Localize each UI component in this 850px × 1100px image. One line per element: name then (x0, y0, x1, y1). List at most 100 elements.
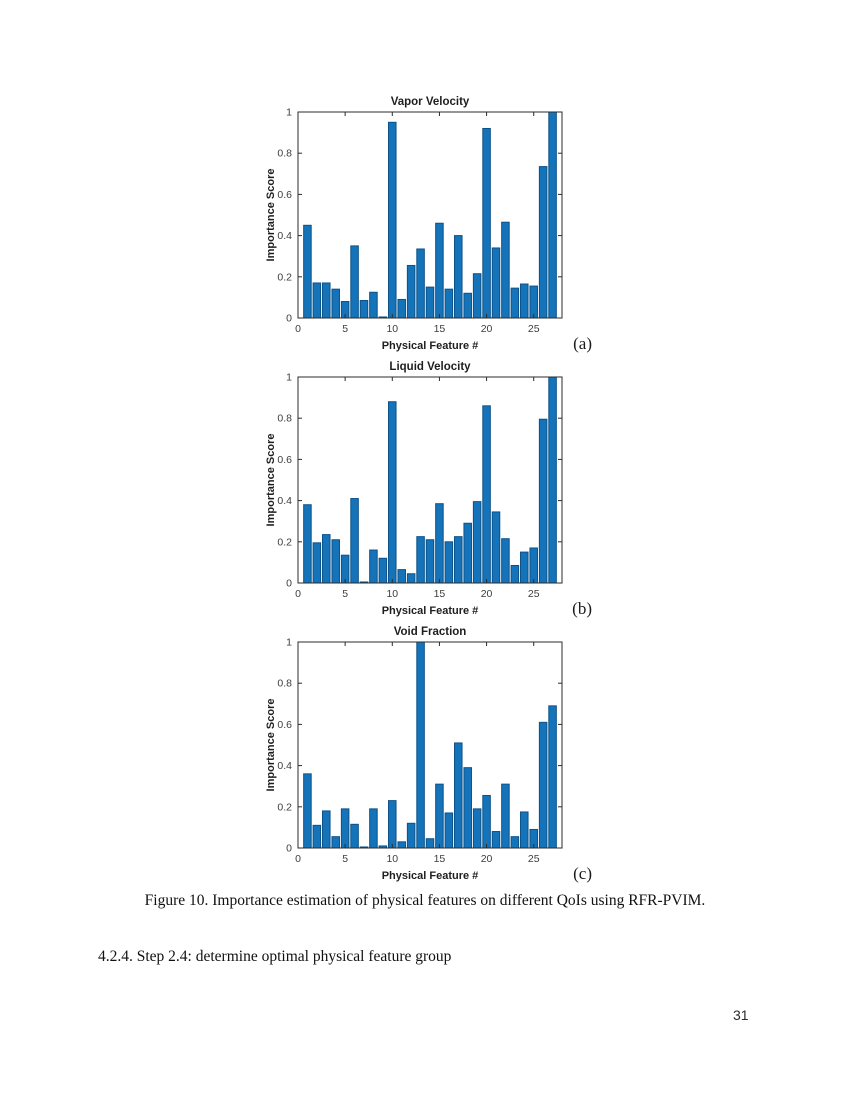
bar-feature-21 (491, 247, 501, 319)
page-number: 31 (733, 1007, 749, 1023)
bar-feature-13 (416, 536, 425, 584)
y-tick-label: 1 (286, 637, 292, 649)
x-tick-label: 20 (481, 853, 493, 865)
bar-feature-26 (538, 721, 548, 849)
bar-feature-21 (491, 511, 501, 584)
axes-box (297, 376, 563, 584)
bar-feature-10 (388, 401, 397, 584)
bar-feature-2 (312, 824, 322, 849)
bar-feature-11 (397, 298, 406, 319)
x-tick-label: 25 (528, 853, 540, 865)
bar-feature-12 (406, 264, 416, 319)
bar-chart-canvas-a: 0 5 10 15 20 25 0 0.2 0.4 0.6 0.8 1 Vapor Velocity Ph… (265, 96, 563, 352)
x-axis-label: Physical Feature # (382, 605, 479, 617)
y-tick-label: 0 (286, 313, 292, 325)
bar-feature-19 (472, 501, 482, 584)
x-tick-label: 25 (528, 323, 540, 335)
x-tick-label: 25 (528, 588, 540, 600)
bar-feature-23 (510, 836, 520, 849)
bar-feature-3 (322, 810, 331, 849)
y-tick-label: 0.4 (277, 495, 292, 507)
x-tick-label: 15 (434, 853, 446, 865)
bar-feature-10 (388, 800, 397, 849)
bar-feature-1 (303, 504, 312, 584)
bar-feature-1 (303, 224, 312, 319)
y-tick-label: 0.4 (277, 230, 292, 242)
x-tick-label: 20 (481, 323, 493, 335)
panel-label-c: (c) (573, 864, 592, 883)
bar-feature-20 (482, 794, 491, 849)
bar-feature-16 (444, 541, 454, 584)
bar-feature-7 (359, 299, 369, 319)
bar-feature-14 (425, 539, 435, 584)
y-tick-label: 0.4 (277, 760, 292, 772)
panel-label-a: (a) (573, 334, 592, 353)
panel-label-b: (b) (572, 599, 592, 618)
x-tick-label: 15 (434, 588, 446, 600)
bar-feature-12 (406, 573, 416, 584)
chart-void-fraction: 0 5 10 15 20 25 0 0.2 0.4 0.6 0.8 1 Void Fraction Phy… (264, 622, 596, 884)
bar-feature-14 (425, 838, 435, 849)
bar-feature-26 (538, 418, 548, 584)
bar-feature-16 (444, 288, 454, 319)
bar-feature-27 (548, 111, 557, 319)
bar-feature-8 (369, 549, 378, 584)
bar-feature-23 (510, 287, 520, 319)
bar-feature-26 (538, 166, 548, 319)
y-tick-label: 0 (286, 578, 292, 590)
chart-vapor-velocity: 0 5 10 15 20 25 0 0.2 0.4 0.6 0.8 1 Vapor Velocity Ph… (264, 92, 596, 354)
bar-feature-6 (350, 498, 359, 584)
axes-box (297, 111, 563, 319)
x-tick-label: 0 (295, 588, 301, 600)
y-tick-label: 0.8 (277, 413, 292, 425)
bar-feature-27 (548, 705, 557, 849)
y-tick-label: 0 (286, 843, 292, 855)
x-tick-label: 5 (342, 588, 348, 600)
y-tick-label: 1 (286, 372, 292, 384)
axes-box (297, 641, 563, 849)
chart-title: Void Fraction (394, 626, 467, 638)
x-tick-label: 15 (434, 323, 446, 335)
chart-liquid-velocity: 0 5 10 15 20 25 0 0.2 0.4 0.6 0.8 1 Liquid Velocity P… (264, 357, 596, 619)
bar-feature-22 (501, 538, 510, 584)
x-tick-label: 10 (386, 853, 398, 865)
bar-feature-24 (520, 551, 529, 584)
bar-feature-4 (331, 288, 340, 319)
bar-feature-15 (435, 783, 444, 849)
bar-feature-17 (454, 235, 463, 319)
x-axis-label: Physical Feature # (382, 870, 479, 882)
bar-feature-1 (303, 773, 312, 849)
y-tick-label: 0.6 (277, 719, 292, 731)
bar-feature-20 (482, 405, 491, 584)
y-axis-label: Importance Score (265, 699, 277, 792)
bar-feature-25 (529, 547, 538, 584)
bar-feature-22 (501, 221, 510, 319)
y-tick-label: 0.6 (277, 454, 292, 466)
bar-feature-24 (520, 811, 529, 849)
x-axis-label: Physical Feature # (382, 340, 479, 352)
bar-feature-17 (454, 536, 463, 584)
bar-feature-11 (397, 841, 406, 849)
figure-caption: Figure 10. Importance estimation of phys… (144, 892, 706, 909)
bar-feature-13 (416, 641, 425, 849)
x-tick-label: 5 (342, 323, 348, 335)
bar-feature-2 (312, 542, 322, 584)
bar-feature-16 (444, 812, 454, 849)
x-tick-label: 0 (295, 323, 301, 335)
bar-feature-18 (463, 522, 472, 584)
bar-feature-4 (331, 539, 340, 584)
bar-feature-19 (472, 273, 482, 319)
bar-feature-5 (340, 808, 350, 849)
bar-feature-13 (416, 248, 425, 319)
x-tick-label: 0 (295, 853, 301, 865)
y-axis-label: Importance Score (265, 169, 277, 262)
bar-feature-2 (312, 282, 322, 319)
bar-chart-canvas-b: 0 5 10 15 20 25 0 0.2 0.4 0.6 0.8 1 Liquid Velocity P… (265, 361, 563, 617)
x-tick-label: 10 (386, 323, 398, 335)
bar-feature-8 (369, 808, 378, 849)
bar-feature-19 (472, 808, 482, 849)
bar-feature-27 (548, 376, 557, 584)
y-tick-label: 0.2 (277, 536, 292, 548)
x-tick-label: 20 (481, 588, 493, 600)
bar-feature-15 (435, 222, 444, 319)
